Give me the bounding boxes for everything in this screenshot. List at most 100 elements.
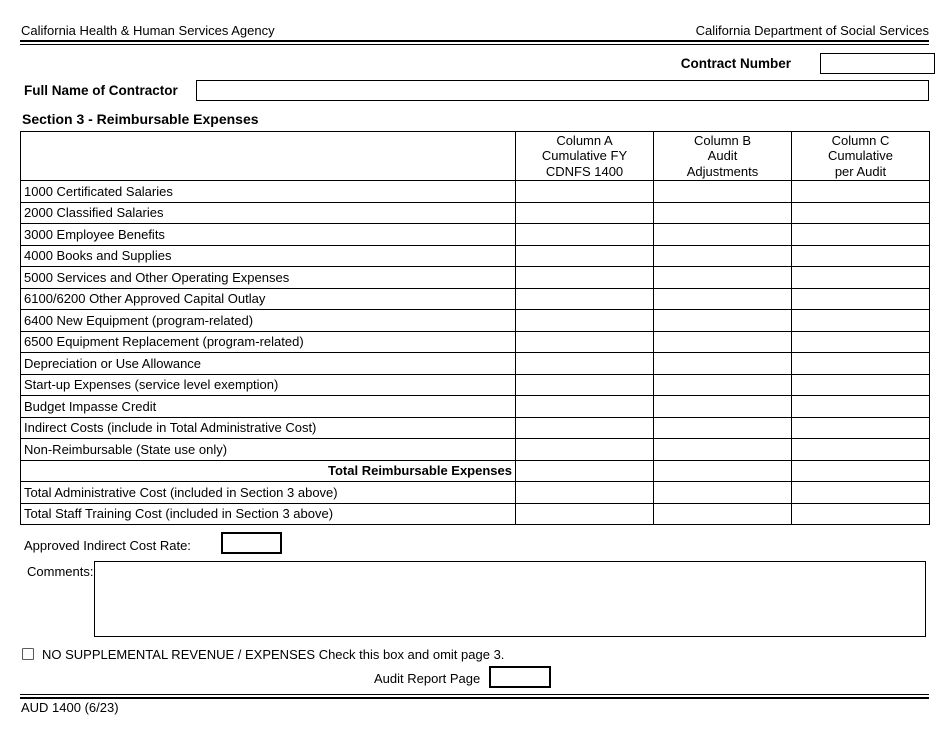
cell-col-c[interactable] [791, 438, 930, 461]
table-row: Budget Impasse Credit [20, 395, 930, 418]
header-double-rule [20, 40, 929, 45]
cell-col-b[interactable] [653, 223, 792, 246]
comments-textarea[interactable] [94, 561, 926, 637]
cell-col-a[interactable] [515, 266, 654, 289]
table-row: 6500 Equipment Replacement (program-rela… [20, 330, 930, 353]
cell-col-a[interactable] [515, 395, 654, 418]
table-row: Total Administrative Cost (included in S… [20, 481, 930, 504]
cell-col-c[interactable] [791, 244, 930, 267]
cell-col-c[interactable] [791, 287, 930, 310]
row-label: 3000 Employee Benefits [20, 223, 516, 246]
cell-col-c[interactable] [791, 481, 930, 504]
cell-col-b[interactable] [653, 481, 792, 504]
table-row: Non-Reimbursable (State use only) [20, 438, 930, 461]
cell-col-c[interactable] [791, 459, 930, 482]
cell-col-c[interactable] [791, 180, 930, 203]
audit-report-page-label: Audit Report Page [374, 671, 481, 686]
cell-col-b[interactable] [653, 180, 792, 203]
cell-col-a[interactable] [515, 180, 654, 203]
no-supplemental-label: NO SUPPLEMENTAL REVENUE / EXPENSES Check… [42, 647, 505, 662]
cell-col-a[interactable] [515, 502, 654, 525]
table-row: 3000 Employee Benefits [20, 223, 930, 246]
cell-col-c[interactable] [791, 352, 930, 375]
cell-col-a[interactable] [515, 223, 654, 246]
cell-col-a[interactable] [515, 416, 654, 439]
form-id-text: AUD 1400 (6/23) [21, 700, 119, 715]
footer-double-rule [20, 694, 929, 699]
cell-col-a[interactable] [515, 244, 654, 267]
header-line: Audit [707, 148, 738, 164]
header-line: Column B [693, 132, 752, 148]
cell-col-a[interactable] [515, 309, 654, 332]
cell-col-b[interactable] [653, 416, 792, 439]
contractor-name-input[interactable] [196, 80, 929, 101]
cell-col-a[interactable] [515, 459, 654, 482]
row-label: Total Reimbursable Expenses [20, 459, 516, 482]
table-row: 4000 Books and Supplies [20, 244, 930, 267]
cell-col-b[interactable] [653, 330, 792, 353]
cell-col-b[interactable] [653, 309, 792, 332]
cell-col-c[interactable] [791, 395, 930, 418]
cell-col-b[interactable] [653, 287, 792, 310]
cell-col-c[interactable] [791, 416, 930, 439]
cell-col-b[interactable] [653, 244, 792, 267]
indirect-cost-rate-input[interactable] [221, 532, 282, 554]
cell-col-a[interactable] [515, 373, 654, 396]
header-line: Column C [831, 132, 890, 148]
table-row: Total Staff Training Cost (included in S… [20, 502, 930, 525]
cell-col-b[interactable] [653, 201, 792, 224]
contract-number-input[interactable] [820, 53, 935, 74]
cell-col-a[interactable] [515, 201, 654, 224]
expenses-header-col-b: Column B Audit Adjustments [653, 131, 792, 181]
cell-col-b[interactable] [653, 502, 792, 525]
contract-number-label: Contract Number [680, 56, 791, 71]
table-row: Total Reimbursable Expenses [20, 459, 930, 482]
cell-col-c[interactable] [791, 373, 930, 396]
row-label: 2000 Classified Salaries [20, 201, 516, 224]
department-name-right: California Department of Social Services [695, 23, 929, 38]
row-label: 6500 Equipment Replacement (program-rela… [20, 330, 516, 353]
cell-col-a[interactable] [515, 287, 654, 310]
cell-col-c[interactable] [791, 309, 930, 332]
table-row: Indirect Costs (include in Total Adminis… [20, 416, 930, 439]
cell-col-b[interactable] [653, 459, 792, 482]
header-line: Column A [556, 132, 613, 148]
row-label: Non-Reimbursable (State use only) [20, 438, 516, 461]
cell-col-a[interactable] [515, 330, 654, 353]
cell-col-c[interactable] [791, 502, 930, 525]
table-row: Start-up Expenses (service level exempti… [20, 373, 930, 396]
cell-col-b[interactable] [653, 395, 792, 418]
table-row: 6400 New Equipment (program-related) [20, 309, 930, 332]
cell-col-b[interactable] [653, 438, 792, 461]
row-label: Total Administrative Cost (included in S… [20, 481, 516, 504]
expenses-header-col-a: Column A Cumulative FY CDNFS 1400 [515, 131, 654, 181]
cell-col-a[interactable] [515, 481, 654, 504]
table-row: Depreciation or Use Allowance [20, 352, 930, 375]
cell-col-b[interactable] [653, 373, 792, 396]
row-label: 6400 New Equipment (program-related) [20, 309, 516, 332]
indirect-cost-rate-label: Approved Indirect Cost Rate: [24, 538, 191, 553]
cell-col-c[interactable] [791, 223, 930, 246]
cell-col-c[interactable] [791, 201, 930, 224]
row-label: Start-up Expenses (service level exempti… [20, 373, 516, 396]
audit-report-page-input[interactable] [489, 666, 551, 688]
cell-col-b[interactable] [653, 266, 792, 289]
header-line: Cumulative [827, 148, 894, 164]
comments-label: Comments: [27, 564, 94, 579]
cell-col-c[interactable] [791, 266, 930, 289]
row-label: 5000 Services and Other Operating Expens… [20, 266, 516, 289]
cell-col-a[interactable] [515, 352, 654, 375]
cell-col-a[interactable] [515, 438, 654, 461]
cell-col-c[interactable] [791, 330, 930, 353]
no-supplemental-checkbox[interactable] [22, 648, 34, 660]
header-line: CDNFS 1400 [545, 163, 624, 179]
header-line: Adjustments [686, 163, 759, 179]
row-label: Depreciation or Use Allowance [20, 352, 516, 375]
cell-col-b[interactable] [653, 352, 792, 375]
expenses-header-col-c: Column C Cumulative per Audit [791, 131, 930, 181]
row-label: Budget Impasse Credit [20, 395, 516, 418]
